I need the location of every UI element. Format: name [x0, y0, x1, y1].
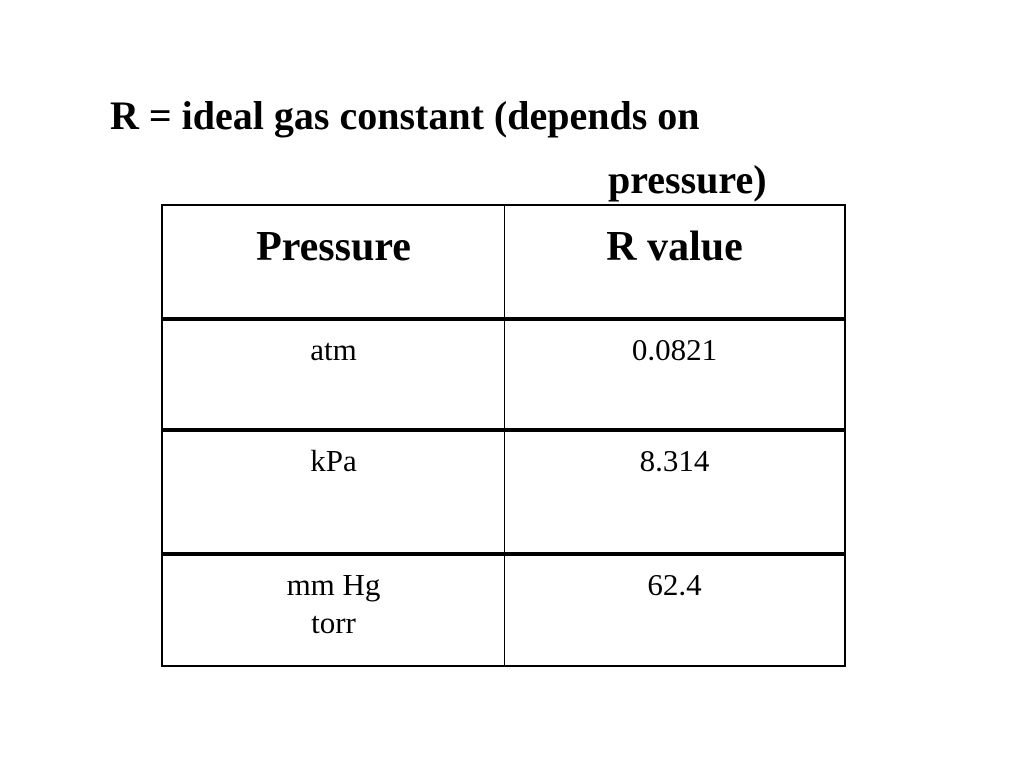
- title-line: R = ideal gas constant (depends on: [110, 93, 700, 138]
- table-cell: kPa: [310, 443, 357, 478]
- table: Pressure R value atm 0.0821 kPa 8.314 mm Hg to…: [161, 204, 846, 667]
- table-cell: 8.314: [639, 443, 710, 478]
- table-cell: atm: [310, 332, 357, 367]
- table-row: atm 0.0821: [163, 319, 844, 430]
- column-divider: [504, 206, 505, 665]
- table-cell: mm Hg torr: [286, 567, 381, 640]
- table-cell: 0.0821: [631, 332, 718, 367]
- row-divider: [163, 317, 844, 321]
- header-cell: R value: [606, 224, 743, 270]
- table-row: kPa 8.314: [163, 430, 844, 554]
- table-row: mm Hg torr 62.4: [163, 554, 844, 667]
- row-divider: [163, 552, 844, 556]
- table-row: Pressure R value: [163, 206, 844, 319]
- header-cell: Pressure: [256, 224, 411, 270]
- table-cell: 62.4: [647, 567, 702, 602]
- title-line: pressure): [608, 157, 767, 202]
- row-divider: [163, 428, 844, 432]
